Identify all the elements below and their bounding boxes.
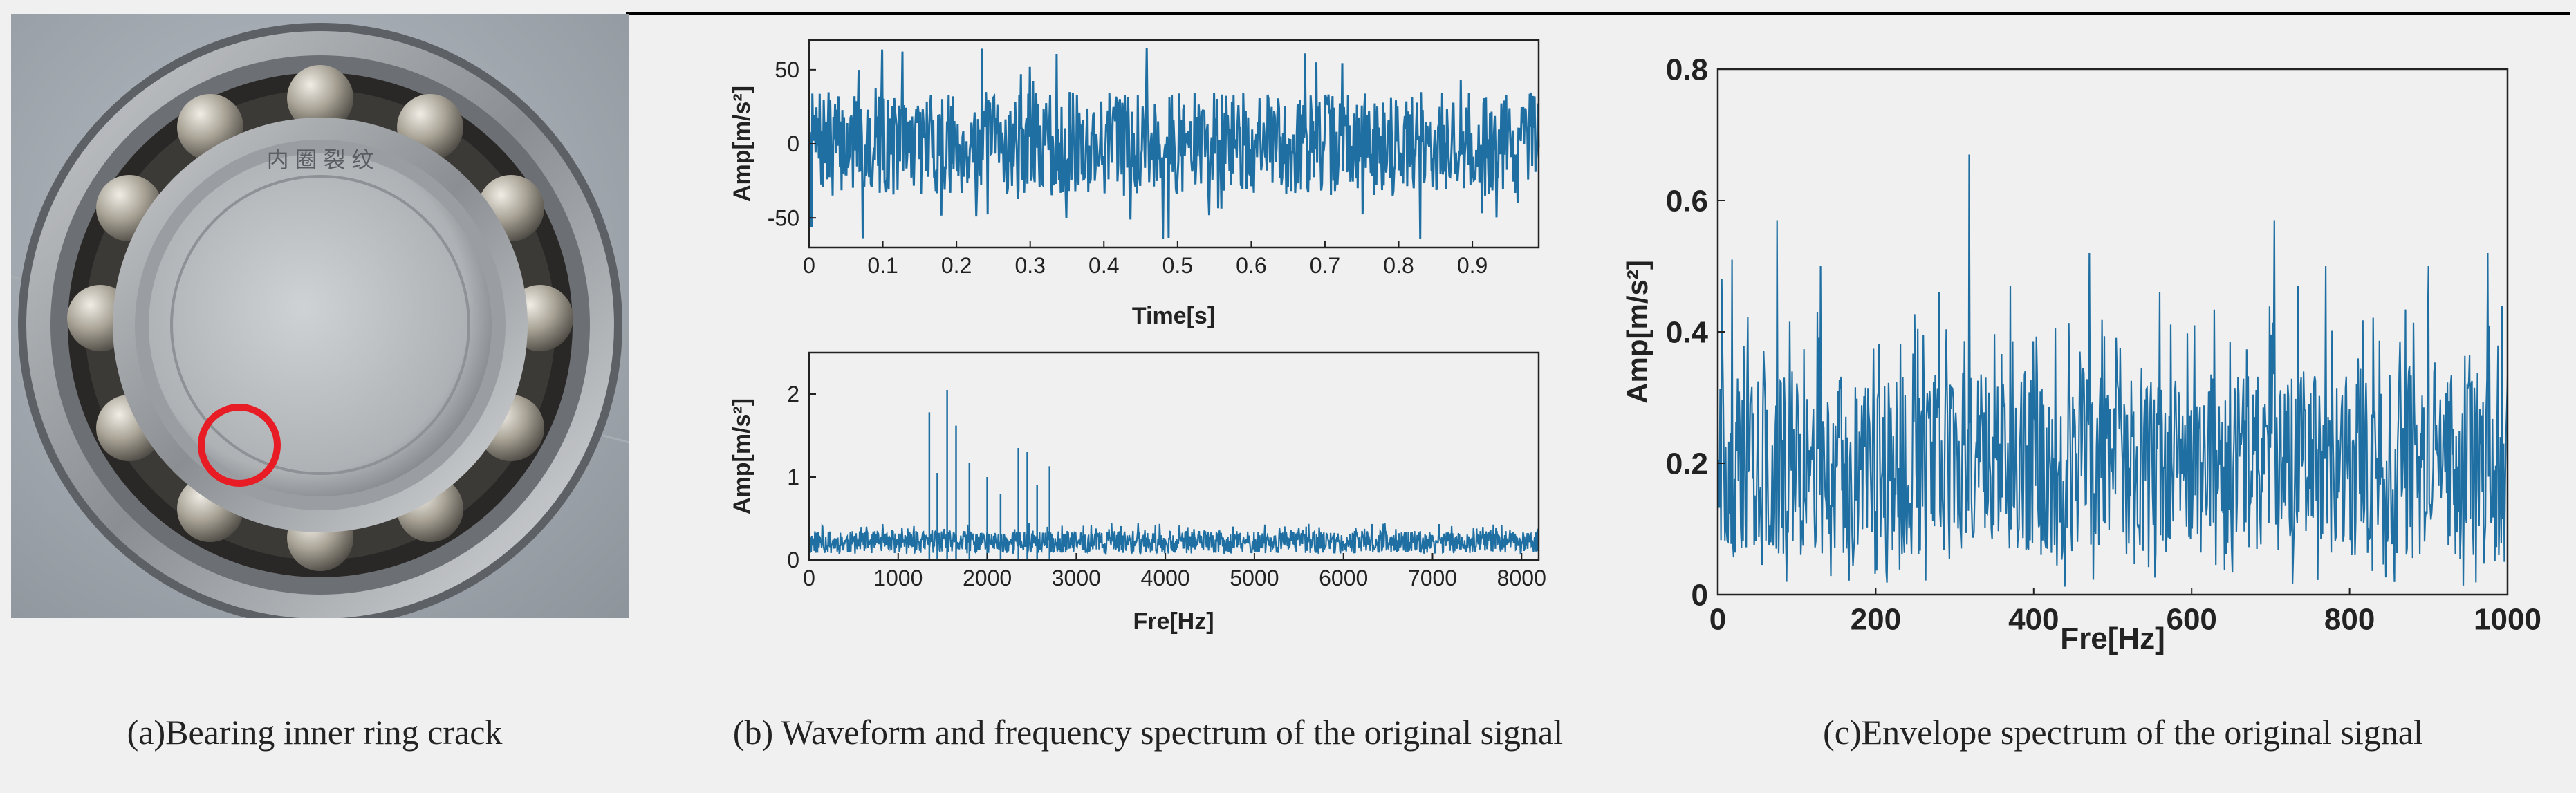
waveform-xtick-label: 0 <box>803 253 815 278</box>
spectrum-xtick-label: 8000 <box>1497 566 1546 590</box>
caption-a: (a)Bearing inner ring crack <box>127 713 503 752</box>
spectrum-xtick-label: 6000 <box>1319 566 1368 590</box>
waveform-ylabel: Amp[m/s²] <box>729 86 755 202</box>
waveform-xtick-label: 0.5 <box>1162 253 1193 278</box>
envelope-xtick-label: 800 <box>2324 603 2375 637</box>
spectrum-axes-box <box>808 351 1540 561</box>
spectrum-xtick-label: 3000 <box>1052 566 1101 590</box>
spectrum-line <box>808 522 1540 557</box>
envelope-xtick-label: 1000 <box>2474 603 2541 637</box>
waveform-ytick-label: 0 <box>787 131 799 156</box>
waveform-xtick-label: 0.4 <box>1088 253 1119 278</box>
envelope-spectrum-chart: 0 200 400 600 800 1000 0.8 0.6 0.4 0.2 0 Fre[Hz] A… <box>1621 53 2541 655</box>
caption-c: (c)Envelope spectrum of the original sig… <box>1823 713 2423 752</box>
envelope-ytick-label: 0.8 <box>1666 53 1708 86</box>
envelope-xtick-label: 200 <box>1851 603 1901 637</box>
bearing-photo: 内 圈 裂 纹 <box>11 14 629 618</box>
spectrum-ytick-label: 2 <box>787 382 799 407</box>
caption-b: (b) Waveform and frequency spectrum of t… <box>732 713 1564 752</box>
envelope-xtick-label: 400 <box>2008 603 2059 637</box>
envelope-ticks: 0 200 400 600 800 1000 0.8 0.6 0.4 0.2 0 <box>1666 53 2541 636</box>
waveform-xtick-label: 0.7 <box>1310 253 1340 278</box>
envelope-ytick-label: 0.4 <box>1666 315 1709 349</box>
spectrum-ytick-label: 0 <box>787 548 799 572</box>
waveform-xtick-label: 0.1 <box>867 253 898 278</box>
waveform-series <box>808 48 1540 239</box>
spectrum-xtick-label: 2000 <box>963 566 1012 590</box>
spectrum-xtick-label: 4000 <box>1141 566 1190 590</box>
spectrum-series <box>808 390 1540 560</box>
crack-marker-circle <box>198 404 281 487</box>
spectrum-ticks: 0 1000 2000 3000 4000 5000 6000 7000 8000 2 1 0 <box>787 382 1546 590</box>
waveform-ytick-label: 50 <box>775 57 799 82</box>
spectrum-xlabel: Fre[Hz] <box>1133 608 1214 635</box>
spectrum-ytick-label: 1 <box>787 465 799 489</box>
spectrum-xtick-label: 5000 <box>1230 566 1279 590</box>
spectrum-xtick-label: 7000 <box>1408 566 1457 590</box>
envelope-xtick-label: 600 <box>2166 603 2216 637</box>
envelope-ytick-label: 0.6 <box>1666 184 1708 218</box>
waveform-xtick-label: 0.6 <box>1236 253 1266 278</box>
spectrum-xtick-label: 1000 <box>873 566 923 590</box>
spectrum-ylabel: Amp[m/s²] <box>729 398 755 514</box>
spectrum-xtick-label: 0 <box>803 566 815 590</box>
envelope-xlabel: Fre[Hz] <box>2060 622 2165 655</box>
envelope-series <box>1716 154 2509 587</box>
frequency-spectrum-chart: 0 1000 2000 3000 4000 5000 6000 7000 8000 2 1 0 Fre… <box>729 351 1546 635</box>
waveform-line <box>808 48 1540 239</box>
envelope-line <box>1716 154 2509 587</box>
envelope-xtick-label: 0 <box>1709 603 1726 637</box>
envelope-ylabel: Amp[m/s²] <box>1621 260 1653 404</box>
envelope-ytick-label: 0.2 <box>1666 447 1708 481</box>
top-rule <box>626 12 2570 15</box>
waveform-xtick-label: 0.2 <box>941 253 972 278</box>
waveform-xlabel: Time[s] <box>1132 303 1215 329</box>
waveform-ytick-label: -50 <box>768 205 799 230</box>
envelope-ytick-label: 0 <box>1692 578 1708 612</box>
waveform-xtick-label: 0.3 <box>1014 253 1045 278</box>
waveform-xtick-label: 0.9 <box>1457 253 1488 278</box>
waveform-xtick-label: 0.8 <box>1383 253 1414 278</box>
ring-inscription: 内 圈 裂 纹 <box>267 147 374 172</box>
